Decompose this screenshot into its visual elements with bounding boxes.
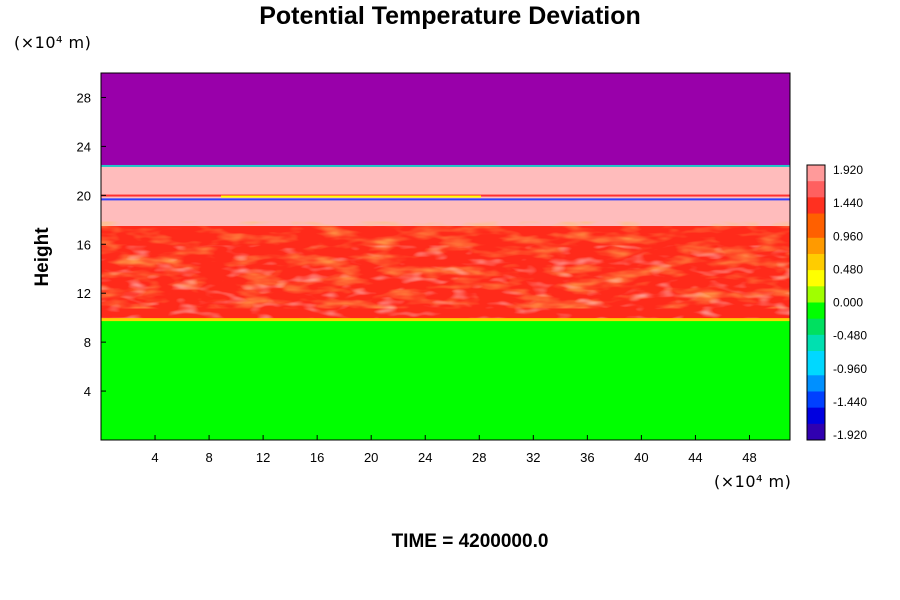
colorbar-swatch [807,229,825,239]
colorbar-swatch [807,213,825,223]
colorbar-label: 0.000 [833,296,863,310]
band-blue [101,198,790,201]
colorbar-swatch [807,197,825,206]
colorbar-swatch [807,294,825,303]
colorbar-swatch [807,205,825,215]
x-tick-label: 8 [205,450,212,465]
x-tick-label: 12 [256,450,270,465]
colorbar-swatch [807,375,825,384]
y-tick-label: 8 [84,335,91,350]
colorbar-swatch [807,391,825,401]
colorbar-swatch [807,351,825,360]
y-tick-label: 12 [77,286,91,301]
y-axis-unit: (×10⁴ m) [14,33,92,52]
x-tick-label: 28 [472,450,486,465]
colorbar-swatch [807,383,825,392]
colorbar-swatch [807,367,825,376]
colorbar-swatch [807,237,825,247]
colorbar-swatch [807,342,825,352]
colorbar: 1.920 1.440 0.960 0.480 0.000 -0.480 -0.960 -1.… [806,163,867,442]
x-axis-unit: (×10⁴ m) [714,472,792,491]
boundary-yellow [101,318,790,322]
y-tick-label: 4 [84,384,91,399]
band-yellow [221,195,481,198]
time-label: TIME = 4200000.0 [391,531,549,552]
heatmap-plot [101,73,790,440]
colorbar-swatch [807,262,825,271]
colorbar-swatch [807,221,825,231]
colorbar-swatch [807,278,825,287]
colorbar-swatch [807,310,825,320]
colorbar-label: -0.480 [833,329,867,343]
colorbar-swatch [807,415,825,425]
y-axis: 4 8 12 16 20 24 28 [77,90,106,399]
colorbar-swatch [807,181,825,190]
colorbar-swatch [807,334,825,344]
colorbar-swatch [807,270,825,279]
x-tick-label: 44 [688,450,702,465]
colorbar-swatch [807,286,825,295]
colorbar-label: 0.960 [833,229,863,243]
band-top [101,164,790,167]
x-tick-label: 20 [364,450,378,465]
x-tick-label: 4 [151,450,158,465]
colorbar-swatch [807,318,825,328]
colorbar-label: -0.960 [833,362,867,376]
colorbar-label: 1.920 [833,163,863,177]
layer-0 [101,320,790,440]
y-tick-label: 24 [77,139,91,154]
colorbar-swatch [807,165,825,174]
colorbar-frame [806,164,826,441]
colorbar-swatch [807,431,825,441]
y-tick-label: 20 [77,188,91,203]
x-tick-label: 32 [526,450,540,465]
plot-frame [100,72,791,441]
colorbar-label: -1.920 [833,428,867,442]
colorbar-swatch [807,423,825,433]
colorbar-swatch [807,245,825,255]
chart-title: Potential Temperature Deviation [259,2,641,30]
colorbar-swatch [807,399,825,409]
x-tick-label: 24 [418,450,432,465]
colorbar-swatch [807,326,825,336]
colorbar-swatch [807,359,825,368]
layer-3 [101,73,790,166]
y-tick-label: 28 [77,90,91,105]
colorbar-swatch [807,189,825,198]
x-axis: 4 8 12 16 20 24 28 32 36 40 44 48 [151,435,757,465]
colorbar-label: -1.440 [833,395,867,409]
turbulence-pink [101,245,790,321]
x-tick-label: 40 [634,450,648,465]
colorbar-swatch [807,302,825,312]
x-tick-label: 16 [310,450,324,465]
colorbar-label: 0.480 [833,262,863,276]
colorbar-label: 1.440 [833,196,863,210]
colorbar-swatch [807,173,825,182]
colorbar-swatch [807,253,825,263]
x-tick-label: 48 [742,450,756,465]
x-tick-label: 36 [580,450,594,465]
y-tick-label: 16 [77,237,91,252]
colorbar-swatch [807,407,825,417]
